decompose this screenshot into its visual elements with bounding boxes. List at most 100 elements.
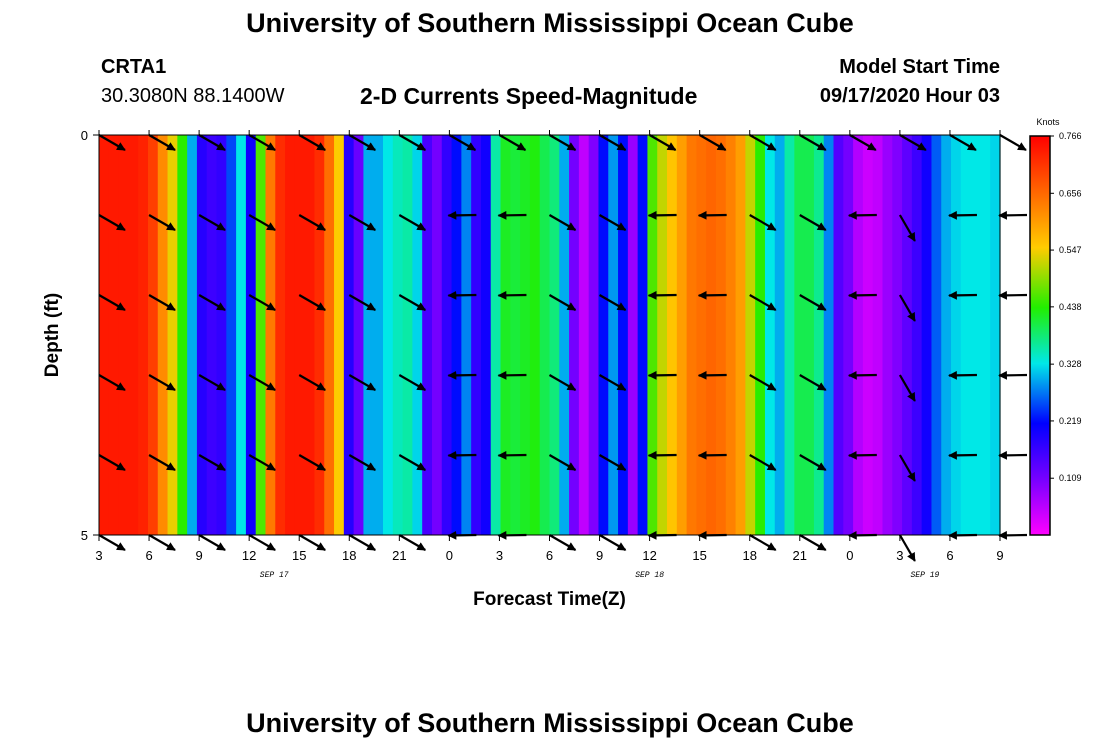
heatmap-cell bbox=[343, 135, 355, 535]
current-vector bbox=[548, 294, 577, 311]
current-vector bbox=[497, 290, 527, 300]
heatmap-cell bbox=[735, 135, 746, 535]
current-vector bbox=[198, 134, 226, 151]
heatmap-cell bbox=[715, 135, 727, 535]
x-tick-label: 15 bbox=[292, 548, 306, 563]
current-vector bbox=[749, 374, 777, 391]
current-vector bbox=[749, 294, 777, 311]
current-vector bbox=[948, 290, 977, 300]
current-vector bbox=[699, 134, 727, 151]
x-date-label: SEP 19 bbox=[911, 571, 940, 580]
heatmap-cell bbox=[383, 135, 394, 535]
page-title-bottom: University of Southern Mississippi Ocean… bbox=[246, 708, 854, 738]
x-tick-label: 12 bbox=[642, 548, 656, 563]
current-vector bbox=[198, 214, 226, 231]
current-vector bbox=[898, 534, 916, 562]
heatmap-cell bbox=[353, 135, 365, 535]
current-vector bbox=[398, 294, 427, 311]
heatmap-cell bbox=[862, 135, 874, 535]
current-vector bbox=[749, 454, 777, 471]
heatmap-cell bbox=[520, 135, 531, 535]
current-vector bbox=[647, 290, 677, 300]
heatmap-cell bbox=[598, 135, 609, 535]
current-vector bbox=[599, 454, 627, 471]
colorbar-tick-label: 0.328 bbox=[1059, 359, 1082, 369]
current-vector bbox=[898, 374, 916, 402]
current-vector bbox=[599, 294, 627, 311]
current-vector bbox=[998, 530, 1028, 540]
heatmap-cell bbox=[882, 135, 893, 535]
heatmap-cell bbox=[138, 135, 149, 535]
heatmap-cell bbox=[334, 135, 345, 535]
current-vector bbox=[497, 450, 527, 460]
current-vector bbox=[398, 214, 427, 231]
heatmap-cell bbox=[118, 135, 129, 535]
heatmap-cell bbox=[902, 135, 913, 535]
x-date-label: SEP 17 bbox=[260, 571, 289, 580]
current-vector bbox=[298, 374, 326, 391]
heatmap-cell bbox=[108, 135, 120, 535]
heatmap-cell bbox=[569, 135, 580, 535]
heatmap-cell bbox=[549, 135, 560, 535]
current-vector bbox=[649, 134, 677, 151]
heatmap-cell bbox=[226, 135, 237, 535]
x-tick-label: 21 bbox=[793, 548, 807, 563]
heatmap-cell bbox=[206, 135, 218, 535]
current-vector bbox=[248, 534, 276, 551]
current-vector bbox=[998, 450, 1028, 460]
heatmap-cell bbox=[441, 135, 453, 535]
heatmap-cell bbox=[255, 135, 267, 535]
current-vector bbox=[899, 134, 927, 151]
page-title-top: University of Southern Mississippi Ocean… bbox=[246, 8, 854, 38]
heatmap-cell bbox=[833, 135, 844, 535]
current-vector bbox=[148, 454, 176, 471]
current-vector bbox=[749, 134, 777, 151]
current-vector bbox=[799, 134, 827, 151]
current-vector bbox=[548, 214, 577, 231]
current-vector bbox=[599, 374, 627, 391]
current-vector bbox=[599, 214, 627, 231]
current-vector bbox=[198, 454, 226, 471]
colorbar-gradient bbox=[1029, 135, 1051, 536]
heatmap-cell bbox=[128, 135, 139, 535]
current-vector bbox=[348, 134, 377, 151]
heatmap-cell bbox=[157, 135, 169, 535]
x-tick-label: 3 bbox=[496, 548, 503, 563]
heatmap-cell bbox=[451, 135, 462, 535]
heatmap-cell bbox=[774, 135, 786, 535]
heatmap-cell bbox=[951, 135, 962, 535]
current-vector bbox=[348, 214, 377, 231]
x-axis-label: Forecast Time(Z) bbox=[473, 589, 626, 610]
heatmap-cell bbox=[618, 135, 629, 535]
heatmap-cell bbox=[539, 135, 551, 535]
current-vector bbox=[849, 134, 877, 151]
current-vector bbox=[447, 210, 477, 220]
current-vector bbox=[98, 534, 126, 551]
heatmap-cell bbox=[696, 135, 707, 535]
heatmap-cell bbox=[392, 135, 404, 535]
heatmap-cell bbox=[990, 135, 1001, 535]
current-vector bbox=[948, 210, 977, 220]
heatmap-cell bbox=[578, 135, 590, 535]
current-vector bbox=[647, 370, 677, 380]
heatmap-cell bbox=[892, 135, 903, 535]
current-vector bbox=[548, 134, 577, 151]
current-vector bbox=[447, 450, 477, 460]
heatmap-cell bbox=[667, 135, 678, 535]
current-vector bbox=[999, 134, 1027, 151]
current-vector bbox=[398, 374, 427, 391]
current-vector bbox=[697, 370, 727, 380]
colorbar: Knots 0.766 0.656 0.547 0.438 0.328 0.219 0.109 bbox=[1029, 117, 1082, 536]
heatmap-cell bbox=[647, 135, 658, 535]
current-vector bbox=[799, 374, 827, 391]
heatmap-cell bbox=[471, 135, 482, 535]
x-tick-label: 9 bbox=[195, 548, 202, 563]
current-vector bbox=[799, 214, 827, 231]
heatmap-cell bbox=[412, 135, 423, 535]
current-vector bbox=[949, 134, 977, 151]
current-vector bbox=[98, 294, 126, 311]
chart-title: 2-D Currents Speed-Magnitude bbox=[360, 83, 698, 109]
heatmap-cell bbox=[559, 135, 570, 535]
current-vector bbox=[448, 134, 477, 151]
